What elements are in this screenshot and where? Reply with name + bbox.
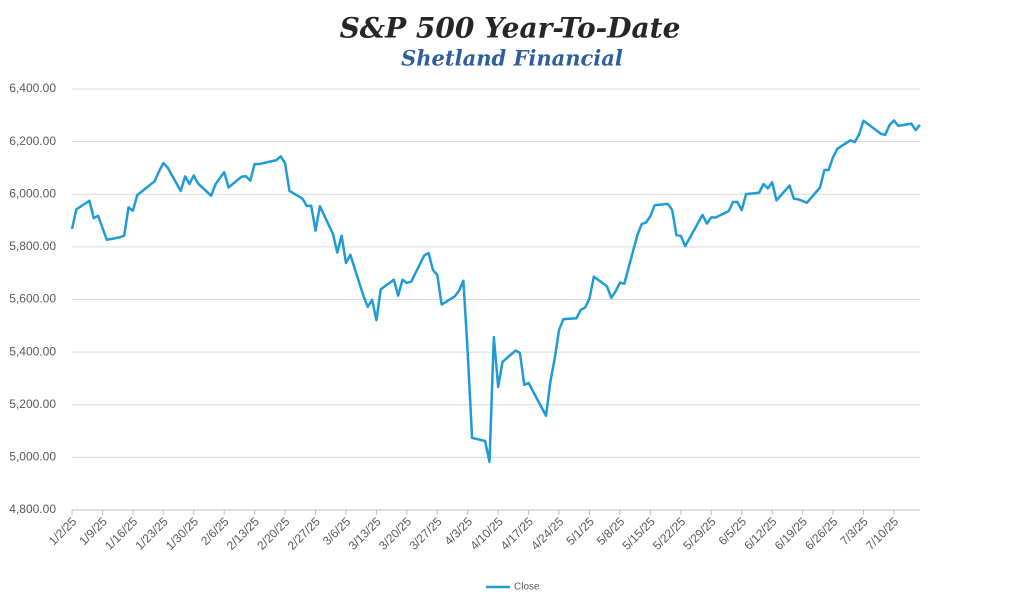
y-tick-label: 5,800.00 (9, 239, 56, 253)
y-tick-label: 6,400.00 (9, 81, 56, 95)
y-tick-label: 6,200.00 (9, 134, 56, 148)
y-tick-label: 4,800.00 (9, 502, 56, 516)
x-tick-label: 2/20/25 (254, 514, 292, 552)
x-tick-label: 4/17/25 (498, 514, 536, 552)
y-tick-label: 6,000.00 (9, 186, 56, 200)
chart-title: S&P 500 Year-To-Date (340, 12, 681, 45)
x-tick-label: 4/10/25 (467, 514, 505, 552)
x-tick-label: 3/27/25 (406, 514, 444, 552)
x-tick-label: 2/13/25 (224, 514, 262, 552)
y-tick-label: 5,400.00 (9, 344, 56, 358)
x-tick-label: 5/1/25 (563, 514, 597, 548)
x-tick-label: 6/26/25 (802, 514, 840, 552)
x-tick-label: 5/15/25 (620, 514, 658, 552)
x-tick-label: 6/12/25 (741, 514, 779, 552)
x-tick-label: 1/16/25 (102, 514, 140, 552)
x-tick-label: 7/10/25 (863, 514, 901, 552)
x-tick-label: 2/27/25 (285, 514, 323, 552)
x-tick-label: 5/29/25 (680, 514, 718, 552)
x-tick-label: 1/30/25 (163, 514, 201, 552)
x-tick-label: 5/22/25 (650, 514, 688, 552)
x-tick-label: 6/19/25 (772, 514, 810, 552)
x-tick-label: 4/24/25 (528, 514, 566, 552)
y-tick-label: 5,600.00 (9, 292, 56, 306)
legend-label: Close (514, 582, 540, 593)
y-tick-label: 5,200.00 (9, 397, 56, 411)
x-tick-label: 3/20/25 (376, 514, 414, 552)
y-tick-label: 5,000.00 (9, 450, 56, 464)
x-tick-label: 1/2/25 (46, 514, 80, 548)
series-line (70, 119, 921, 464)
x-tick-label: 1/23/25 (132, 514, 170, 552)
x-tick-label: 3/13/25 (346, 514, 384, 552)
chart-subtitle: Shetland Financial (401, 46, 623, 71)
